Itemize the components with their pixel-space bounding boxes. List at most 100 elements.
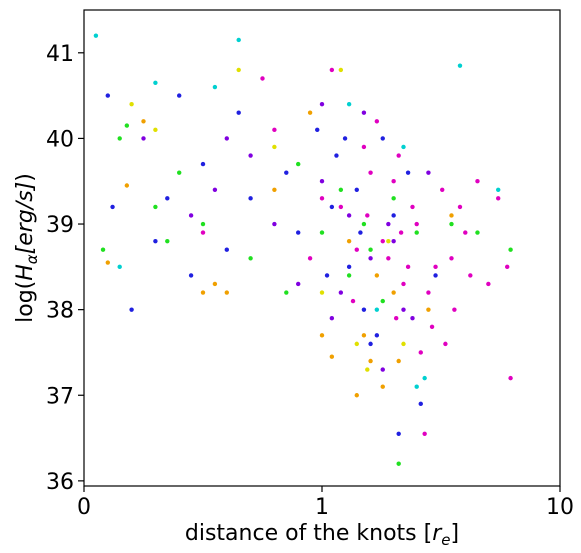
point [386, 238, 391, 244]
y-label-end: ) [13, 173, 38, 182]
point [391, 238, 396, 244]
point [319, 101, 325, 107]
x-axis-label: distance of the knots [re] [185, 521, 459, 549]
point [236, 110, 241, 115]
x-tick-label: 10 [546, 495, 574, 520]
point [346, 238, 352, 244]
point [248, 256, 253, 261]
point [177, 93, 182, 98]
point [391, 196, 396, 201]
point [124, 183, 130, 188]
point [508, 247, 513, 252]
point [117, 264, 122, 270]
point [110, 204, 115, 210]
point [212, 281, 218, 287]
point [284, 290, 289, 295]
point [368, 256, 373, 261]
point [396, 431, 401, 436]
point [475, 179, 480, 184]
point [380, 298, 385, 304]
point [418, 401, 423, 407]
point [124, 123, 130, 128]
y-tick-label: 40 [46, 127, 74, 152]
point [224, 136, 229, 141]
point [475, 230, 480, 235]
point [105, 260, 111, 265]
point [374, 273, 380, 278]
point [443, 341, 448, 347]
point [380, 384, 385, 389]
point [386, 221, 391, 227]
point [398, 230, 404, 235]
point [319, 230, 325, 235]
point [361, 144, 367, 150]
point [508, 375, 513, 381]
point [410, 316, 415, 321]
point [468, 273, 473, 278]
point [188, 213, 194, 218]
point [361, 110, 367, 115]
y-label-text: log( [13, 281, 38, 323]
point [368, 341, 373, 347]
point [449, 256, 454, 261]
point [505, 264, 510, 270]
point [426, 307, 431, 312]
point [307, 110, 313, 115]
point [393, 316, 399, 321]
y-label-var: H [13, 264, 38, 281]
y-tick-label: 41 [46, 42, 74, 67]
point [200, 290, 206, 295]
point [153, 238, 158, 244]
point [165, 238, 170, 244]
point [200, 221, 206, 227]
point [141, 119, 146, 124]
point [354, 393, 359, 398]
point [426, 290, 431, 295]
point [354, 341, 359, 347]
point [248, 196, 253, 201]
point [224, 247, 229, 252]
point [350, 298, 356, 304]
point [129, 307, 134, 312]
point [433, 264, 438, 270]
point [307, 256, 313, 261]
point [449, 213, 454, 218]
point [354, 187, 359, 192]
x-label-var: r [432, 521, 443, 546]
point [334, 153, 339, 158]
point [418, 350, 423, 355]
point [486, 281, 491, 287]
point [440, 187, 445, 192]
point [272, 187, 277, 192]
point [414, 221, 419, 227]
point [188, 273, 194, 278]
point [358, 230, 363, 235]
point [401, 281, 406, 287]
point [457, 63, 463, 68]
point [346, 101, 352, 107]
x-tick-label: 1 [315, 495, 329, 520]
point [224, 290, 229, 295]
point [93, 33, 99, 38]
point [236, 37, 241, 43]
point [365, 213, 370, 218]
point [361, 221, 367, 227]
point [319, 333, 325, 338]
point [346, 213, 352, 218]
point [200, 230, 206, 235]
point [296, 230, 301, 235]
point [236, 67, 241, 73]
point [260, 76, 265, 81]
point [296, 161, 301, 167]
point [433, 273, 438, 278]
x-label-end: ] [451, 521, 460, 546]
point [346, 273, 352, 278]
point [319, 196, 325, 201]
point [496, 196, 501, 201]
point [401, 307, 406, 312]
point [414, 384, 419, 389]
point [361, 333, 367, 338]
point [338, 204, 344, 210]
point [319, 179, 325, 184]
